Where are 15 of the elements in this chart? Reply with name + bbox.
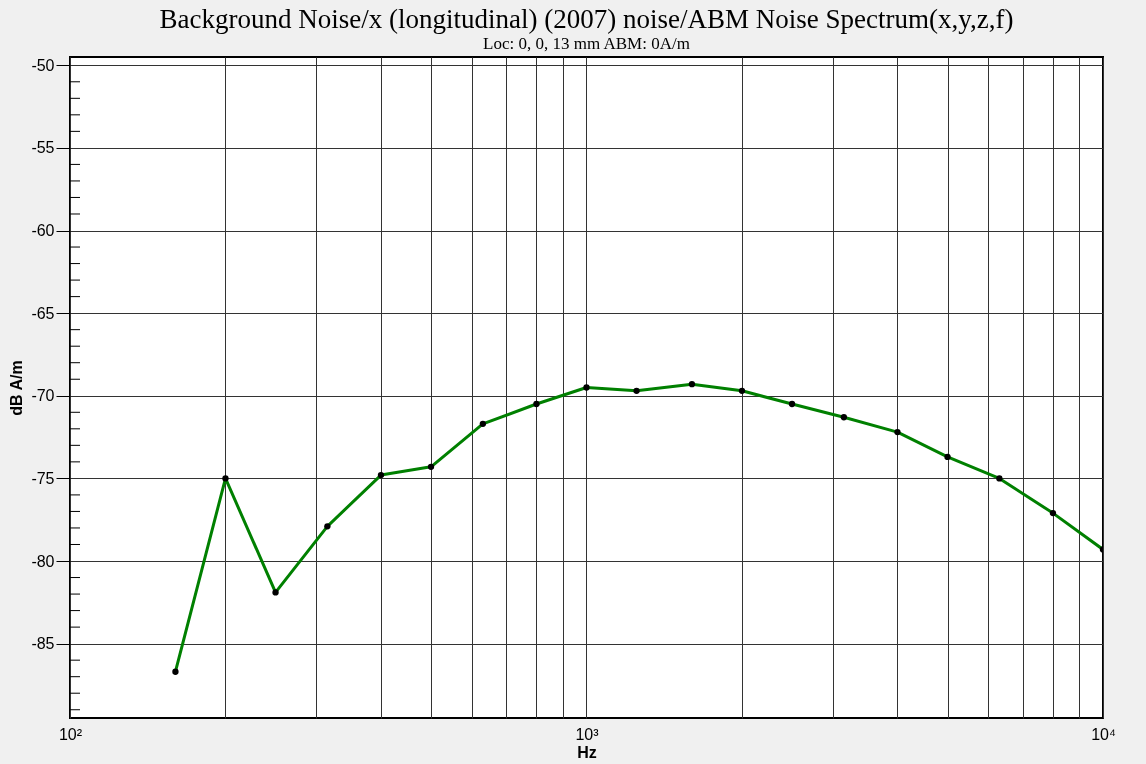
chart-title: Background Noise/x (longitudinal) (2007) noise/ABM Noise Spectrum(x,y,z,f) [159, 4, 1014, 34]
y-tick-label: -85 [31, 635, 55, 653]
y-tick-label: -55 [31, 139, 55, 157]
y-tick-label: -75 [31, 469, 55, 487]
y-tick-label: -50 [31, 56, 55, 74]
y-tick-label: -80 [31, 552, 55, 570]
x-tick-label: 10² [58, 725, 83, 743]
x-tick-label: 10³ [575, 725, 600, 743]
x-axis-title: Hz [577, 743, 597, 761]
y-tick-label: -70 [31, 387, 55, 405]
y-tick-label: -60 [31, 222, 55, 240]
chart-subtitle: Loc: 0, 0, 13 mm ABM: 0A/m [483, 34, 690, 53]
x-tick-label: 10⁴ [1091, 725, 1116, 743]
y-tick-label: -65 [31, 304, 55, 322]
y-axis-title: dB A/m [8, 360, 26, 416]
